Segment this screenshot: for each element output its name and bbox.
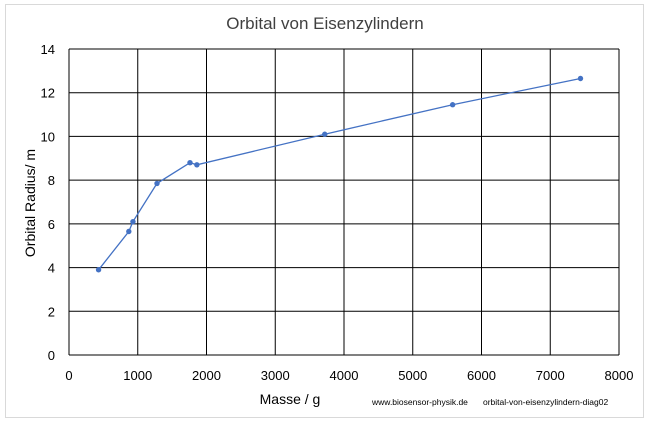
- data-point: [187, 159, 193, 166]
- data-point: [154, 180, 160, 187]
- y-tick-label: 4: [48, 261, 55, 276]
- series: [95, 75, 584, 273]
- x-axis-label: Masse / g: [260, 391, 321, 407]
- tick-labels: 0 1000 2000 3000 4000 5000 6000 7000 8000 0 2 4 6 8 10…: [41, 42, 634, 383]
- credit-diagram-id: orbital-von-eisenzylindern-diag02: [483, 397, 608, 407]
- grid: [68, 48, 620, 356]
- y-tick-label: 6: [48, 217, 55, 232]
- series-line: [98, 77, 581, 271]
- data-point: [130, 218, 136, 225]
- y-tick-label: 12: [41, 86, 55, 101]
- y-tick-label: 10: [41, 129, 55, 144]
- x-tick-label: 8000: [605, 368, 634, 383]
- y-tick-label: 8: [48, 173, 55, 188]
- credit-site: www.biosensor-physik.de: [371, 397, 468, 407]
- x-tick-label: 1000: [123, 368, 152, 383]
- data-point: [449, 102, 456, 108]
- y-tick-label: 2: [48, 304, 55, 319]
- x-tick-label: 4000: [330, 368, 359, 383]
- x-tick-label: 6000: [467, 368, 496, 383]
- y-axis-label: Orbital Radius/ m: [22, 149, 38, 257]
- x-tick-label: 0: [65, 368, 72, 383]
- data-point: [126, 228, 132, 235]
- chart-frame: [5, 4, 644, 418]
- x-tick-label: 2000: [192, 368, 221, 383]
- data-point: [194, 162, 200, 168]
- x-tick-label: 3000: [261, 368, 290, 383]
- chart-title: Orbital von Eisenzylindern: [226, 14, 423, 33]
- data-point: [322, 131, 328, 137]
- x-tick-label: 5000: [398, 368, 427, 383]
- y-tick-label: 0: [48, 348, 55, 363]
- y-tick-label: 14: [41, 42, 55, 57]
- data-point: [577, 75, 584, 82]
- data-point: [95, 267, 102, 273]
- x-tick-label: 7000: [536, 368, 565, 383]
